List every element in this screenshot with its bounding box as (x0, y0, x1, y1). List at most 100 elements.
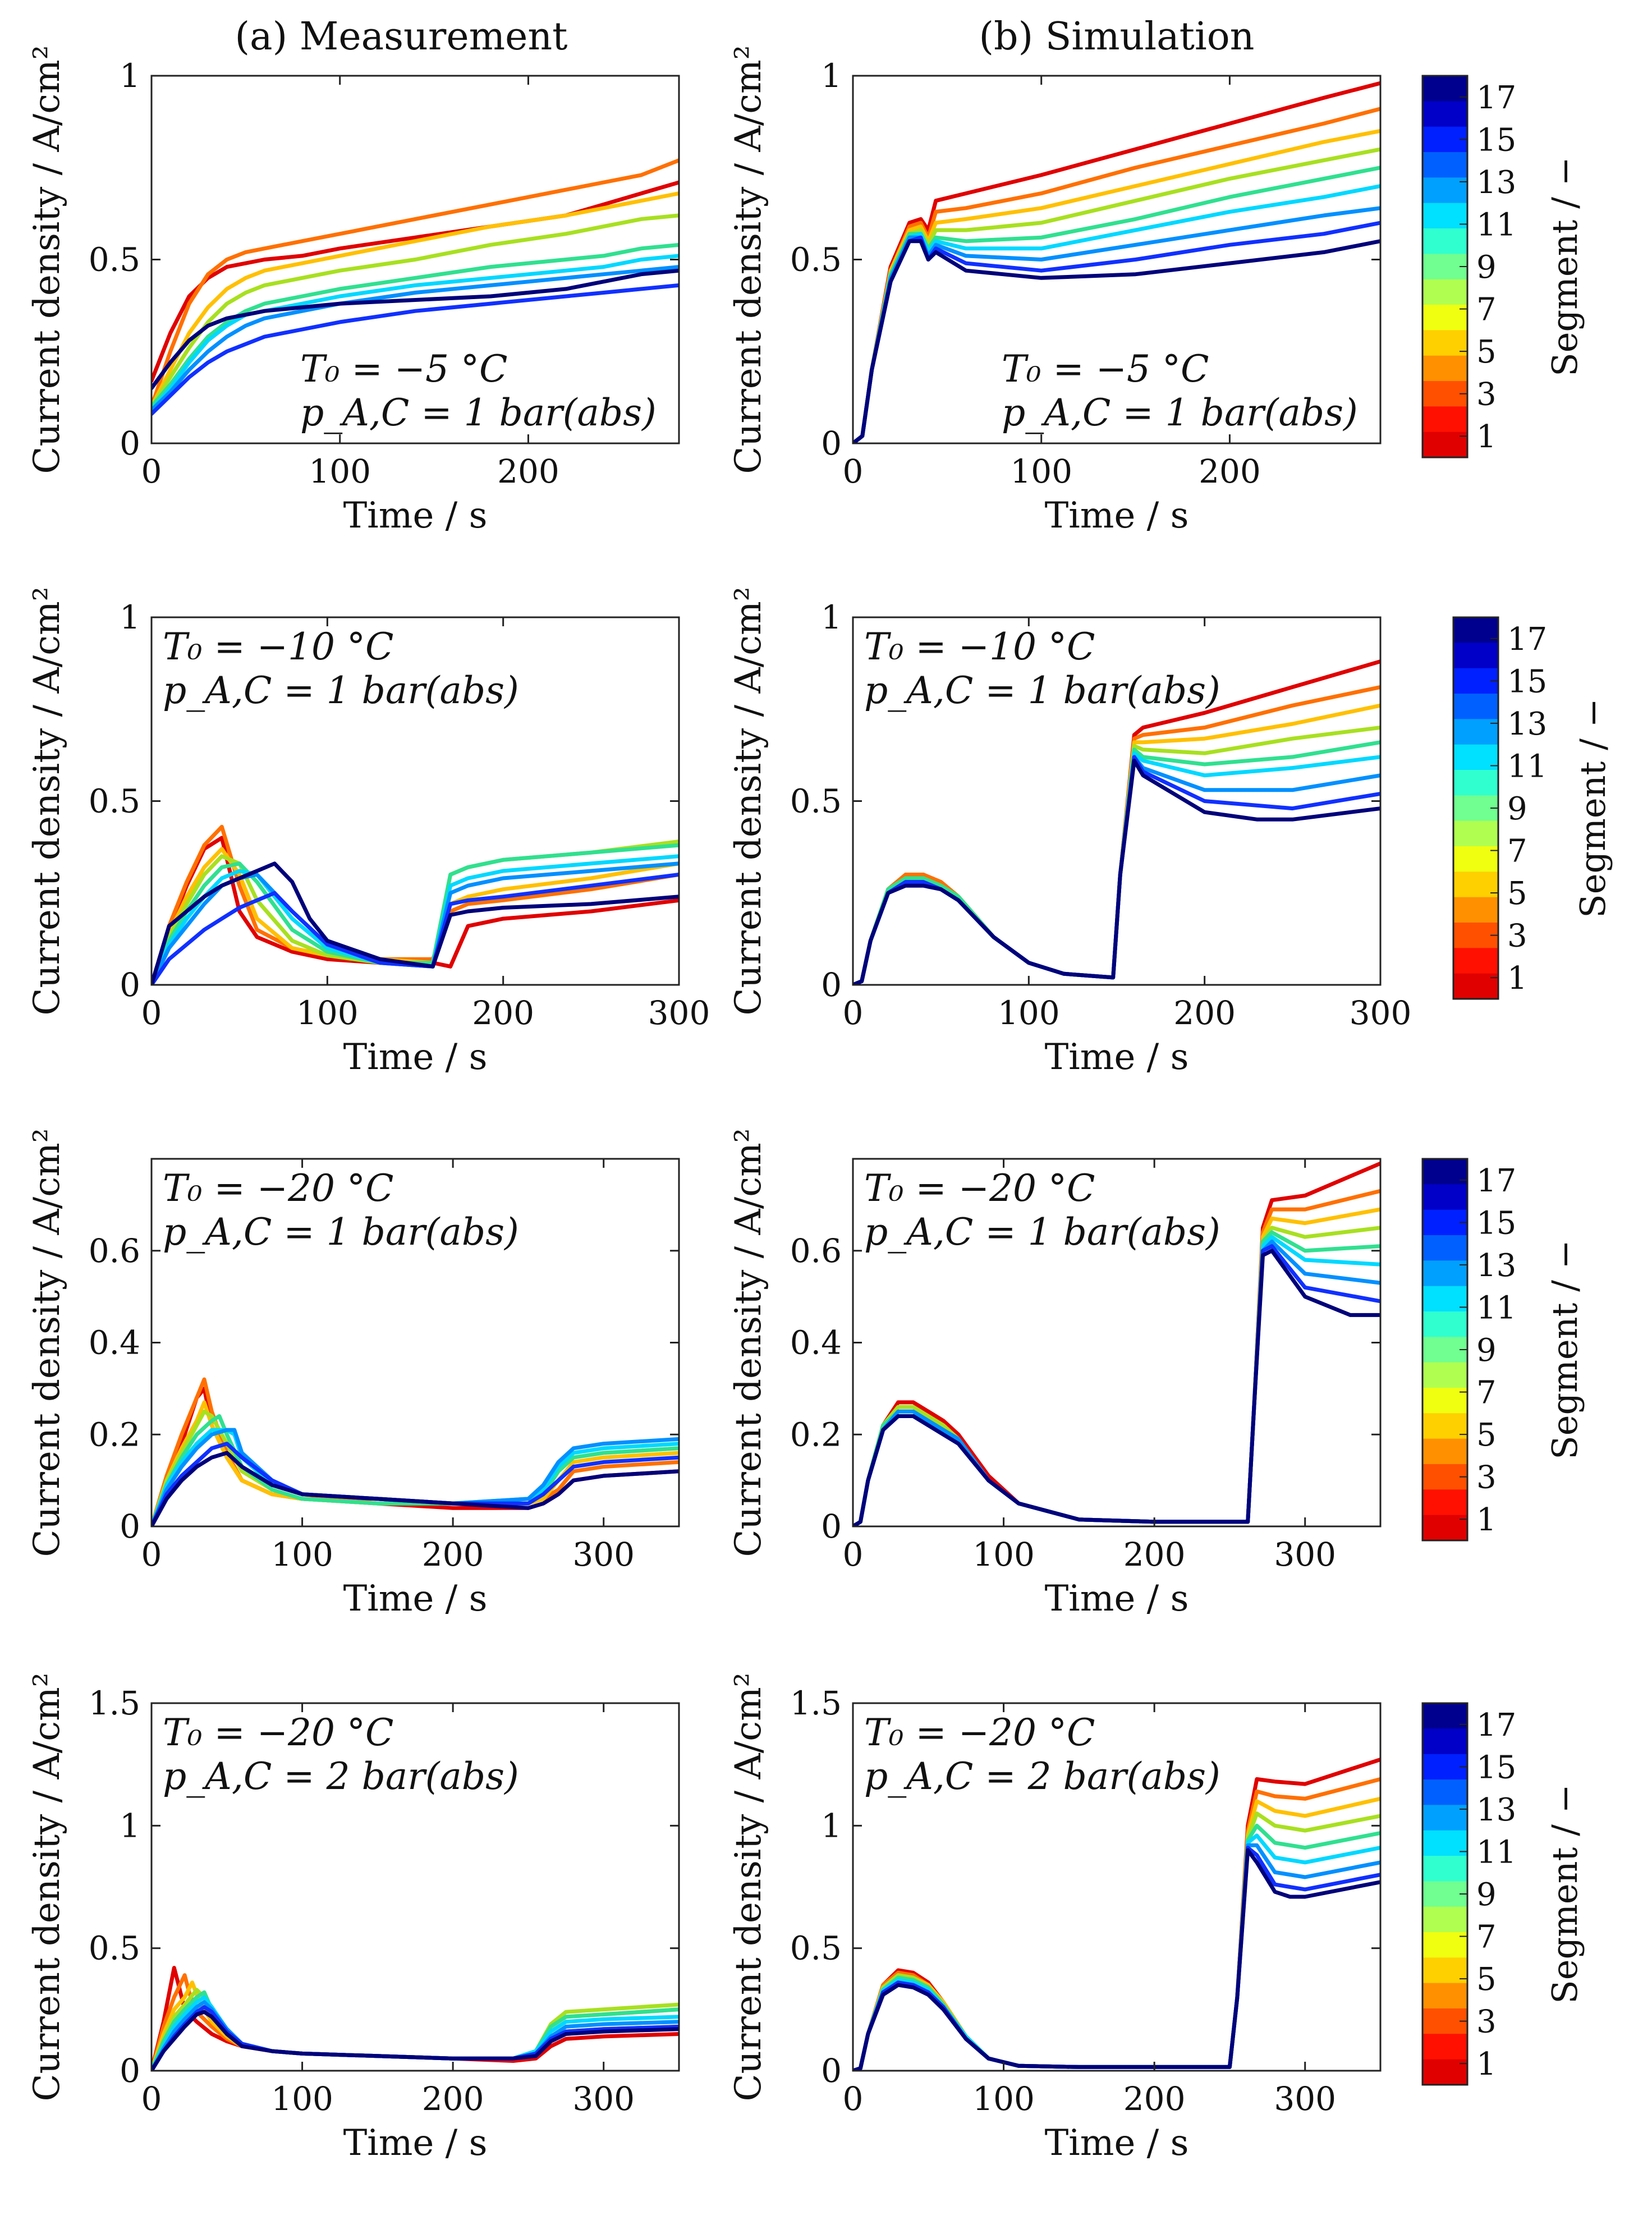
y-tick-label: 0 (120, 424, 140, 462)
x-tick-label: 0 (141, 1535, 162, 1574)
annotation-temperature: T₀ = −10 °C (864, 625, 1095, 668)
colorbar-swatch (1422, 1830, 1467, 1856)
y-tick-label: 0.2 (89, 1415, 140, 1453)
colorbar-tick-label: 1 (1476, 419, 1497, 455)
y-tick-label: 0.4 (790, 1324, 842, 1362)
series-line-seg-5 (853, 1796, 1380, 2071)
x-axis-label: Time / s (343, 2122, 488, 2164)
colorbar-tick-label: 1 (1476, 1502, 1497, 1538)
series-line-seg-3 (853, 1777, 1380, 2071)
colorbar-swatch (1453, 694, 1498, 720)
series-line-seg-7 (853, 1811, 1380, 2071)
x-tick-label: 0 (843, 2080, 864, 2118)
series-line-seg-11 (853, 1833, 1380, 2071)
colorbar-swatch (1422, 2034, 1467, 2060)
column-title-simulation: (b) Simulation (979, 15, 1255, 59)
y-tick-label: 0 (821, 2052, 842, 2090)
annotation-pressure: p_A,C = 1 bar(abs) (864, 1210, 1220, 1254)
colorbar-tick-label: 3 (1476, 377, 1497, 413)
colorbar-swatch (1422, 330, 1467, 356)
colorbar-swatch (1453, 948, 1498, 974)
y-tick-label: 0 (120, 966, 140, 1004)
colorbar-tick-label: 9 (1507, 791, 1527, 827)
x-tick-label: 200 (1123, 2080, 1186, 2118)
colorbar-2: 17 15 13 11 9 7 5 3 1 Segment / − (1452, 616, 1613, 1000)
panel-b2: 0 100 200 300 0 0.5 1 Time / s Current density /… (728, 587, 1411, 1079)
series-line-seg-13 (152, 265, 679, 412)
annotation-temperature: T₀ = −5 °C (300, 347, 508, 391)
x-tick-label: 300 (572, 1535, 635, 1574)
y-tick-label: 1 (120, 1806, 140, 1845)
colorbar-swatch (1422, 1184, 1467, 1210)
series-line-seg-11 (152, 254, 679, 412)
x-tick-label: 100 (1010, 452, 1072, 490)
series-line-seg-17 (853, 1249, 1380, 1526)
colorbar-tick-label: 1 (1507, 960, 1527, 997)
y-tick-label: 0 (821, 424, 842, 462)
colorbar-tick-label: 5 (1476, 1417, 1497, 1453)
series-line-seg-3 (152, 158, 679, 409)
colorbar-tick-label: 3 (1476, 1460, 1497, 1496)
series-group (152, 824, 679, 985)
colorbar-swatch (1422, 1728, 1467, 1755)
y-tick-label: 1 (821, 598, 842, 636)
colorbar-swatch (1453, 872, 1498, 898)
colorbar-swatch (1422, 355, 1467, 382)
x-tick-label: 100 (998, 994, 1060, 1032)
x-tick-label: 200 (1173, 994, 1236, 1032)
colorbar-tick-label: 11 (1476, 207, 1516, 243)
x-tick-label: 100 (271, 2080, 333, 2118)
y-axis-label: Current density / A/cm² (26, 1673, 68, 2102)
annotation-pressure: p_A,C = 1 bar(abs) (864, 669, 1220, 712)
y-tick-label: 0.6 (89, 1232, 140, 1270)
series-line-seg-17 (853, 759, 1380, 985)
series-line-seg-1 (152, 180, 679, 383)
panel-b4: 0 100 200 300 0 0.5 1 1.5 Time / s Current densit… (728, 1673, 1382, 2164)
x-tick-label: 100 (972, 2080, 1035, 2118)
series-line-seg-1 (853, 1757, 1380, 2071)
x-tick-label: 100 (271, 1535, 333, 1574)
annotation-temperature: T₀ = −20 °C (163, 1711, 394, 1754)
colorbar-swatch (1422, 1235, 1467, 1262)
annotation-temperature: T₀ = −20 °C (163, 1167, 394, 1210)
x-tick-label: 300 (1350, 994, 1412, 1032)
colorbar-swatch (1422, 228, 1467, 255)
colorbar-swatch (1422, 1856, 1467, 1882)
y-tick-label: 0 (821, 966, 842, 1004)
colorbar-tick-label: 11 (1476, 1834, 1516, 1870)
series-group (152, 158, 679, 416)
series-line-seg-13 (853, 1843, 1380, 2071)
colorbar-tick-label: 15 (1476, 1205, 1516, 1241)
x-tick-label: 0 (141, 2080, 162, 2118)
x-tick-label: 100 (972, 1535, 1035, 1574)
y-tick-label: 0.5 (790, 241, 842, 279)
panel-a4: 0 100 200 300 0 0.5 1 1.5 Time / s Current densit… (26, 1673, 680, 2164)
y-tick-label: 0.2 (790, 1415, 842, 1453)
y-tick-label: 0.4 (89, 1324, 140, 1362)
colorbar-swatch (1422, 1957, 1467, 1984)
series-line-seg-15 (152, 873, 679, 985)
series-line-seg-7 (152, 213, 679, 409)
colorbar-label: Segment / − (1544, 1784, 1585, 2003)
colorbar-tick-label: 7 (1476, 292, 1497, 328)
colorbar-swatch (1453, 744, 1498, 770)
x-tick-label: 0 (843, 452, 864, 490)
colorbar-swatch (1422, 1362, 1467, 1388)
colorbar-tick-label: 7 (1476, 1919, 1497, 1956)
colorbar-swatch (1453, 643, 1498, 669)
x-tick-label: 300 (1274, 1535, 1336, 1574)
annotation-pressure: p_A,C = 1 bar(abs) (300, 391, 657, 434)
x-axis-label: Time / s (343, 1036, 488, 1078)
colorbar-tick-label: 7 (1476, 1375, 1497, 1411)
series-group (853, 81, 1380, 443)
colorbar-swatch (1453, 770, 1498, 796)
colorbar-tick-label: 17 (1507, 621, 1547, 658)
x-tick-label: 200 (1199, 452, 1261, 490)
column-title-measurement: (a) Measurement (235, 15, 568, 59)
x-axis-label: Time / s (1045, 2122, 1189, 2164)
y-axis-label: Current density / A/cm² (728, 45, 769, 474)
series-line-seg-9 (152, 843, 679, 985)
x-axis-label: Time / s (1045, 1578, 1189, 1620)
